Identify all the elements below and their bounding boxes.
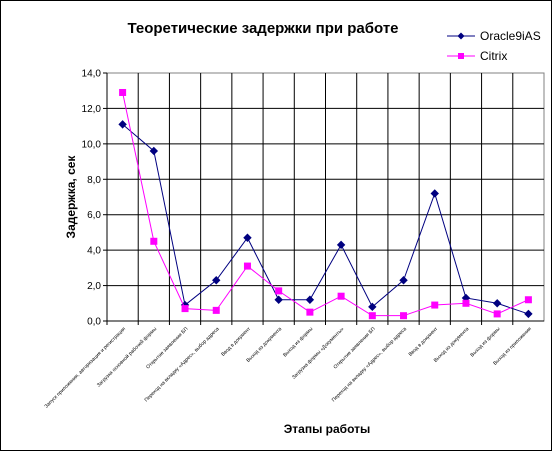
data-point — [118, 120, 127, 129]
legend-label: Oracle9iAS — [480, 29, 541, 43]
data-point — [275, 287, 283, 295]
data-point — [493, 310, 501, 318]
data-point — [150, 237, 158, 245]
data-point — [149, 146, 159, 156]
y-tick-label: 0,0 — [87, 317, 101, 328]
x-category-label: Загрузка формы «Документы» — [291, 326, 346, 381]
data-point — [430, 189, 439, 198]
x-category-label: Ввод в документ — [408, 326, 440, 358]
plot-area — [106, 72, 545, 322]
x-category-label: Выход из документа — [245, 326, 283, 364]
legend-item: Citrix — [447, 49, 507, 63]
y-tick-label: 10,0 — [82, 139, 102, 150]
data-point — [492, 299, 502, 308]
legend-label: Citrix — [480, 49, 507, 63]
y-axis-title: Задержка, сек — [64, 155, 78, 239]
data-point — [524, 296, 532, 304]
data-point — [462, 299, 470, 307]
x-category-label: Выход из формы — [469, 326, 501, 358]
data-point — [243, 233, 252, 242]
x-axis-title: Этапы работы — [284, 422, 371, 436]
data-point — [181, 305, 189, 313]
x-category-label: Ввод в документ — [220, 326, 252, 358]
data-point — [337, 292, 345, 300]
x-category-label: Выход из формы — [282, 326, 314, 358]
y-tick-label: 8,0 — [87, 175, 101, 186]
data-point — [212, 306, 220, 314]
y-tick-label: 14,0 — [82, 69, 102, 80]
data-point — [274, 295, 283, 304]
series-citrix — [119, 88, 532, 320]
data-point — [524, 309, 533, 319]
data-point — [243, 262, 251, 270]
data-point — [305, 295, 315, 304]
data-point — [212, 276, 221, 285]
legend-marker — [458, 53, 464, 59]
data-point — [431, 301, 439, 309]
y-axis-ticks: 0,0 2,0 4,0 6,0 8,0 10,0 12,0 14,0 — [82, 69, 107, 328]
data-point — [336, 240, 346, 250]
y-tick-label: 2,0 — [87, 281, 101, 292]
legend-item: Oracle9iAS — [447, 29, 541, 43]
legend: Oracle9iAS Citrix — [441, 22, 547, 66]
x-category-label: Загрузка основной рабочей формы — [95, 325, 158, 388]
series-line — [122, 92, 529, 317]
data-point — [306, 308, 314, 316]
data-point — [400, 312, 408, 320]
y-tick-label: 4,0 — [87, 246, 101, 257]
chart-title: Теоретические задержки при работе — [127, 20, 398, 37]
data-point — [368, 312, 376, 320]
x-axis-categories: Запуск приложения, авторизация и регистр… — [44, 321, 533, 410]
series-layer — [118, 88, 533, 320]
series-line — [122, 123, 529, 315]
y-tick-label: 12,0 — [82, 104, 102, 115]
data-point — [119, 88, 127, 96]
data-point — [399, 276, 408, 285]
x-category-label: Выход из документа — [433, 326, 471, 364]
data-point — [368, 302, 377, 312]
legend-marker — [457, 32, 465, 40]
series-oracle9ias — [118, 120, 533, 319]
y-tick-label: 6,0 — [87, 210, 101, 221]
